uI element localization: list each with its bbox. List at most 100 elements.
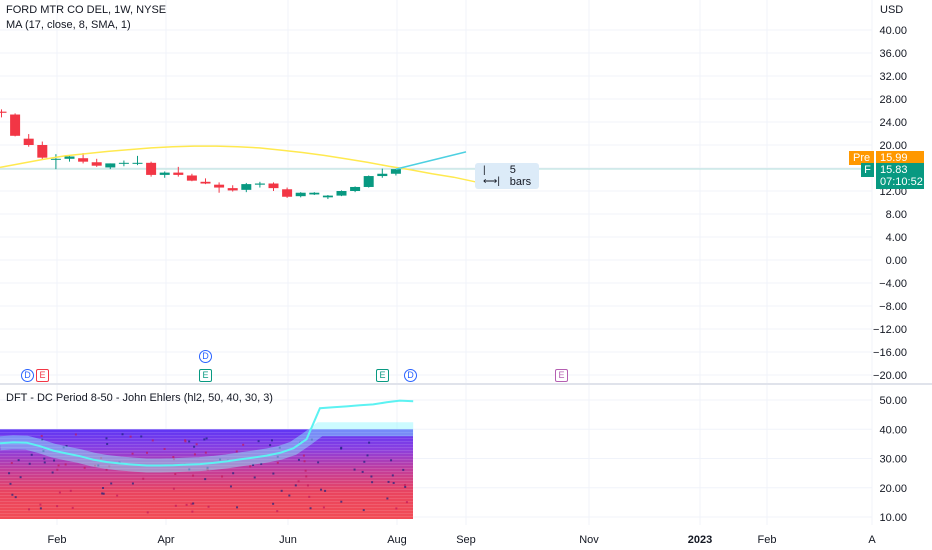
dividend-event-icon[interactable]: D <box>21 369 34 382</box>
heatmap-dot <box>368 441 371 444</box>
heatmap-dot <box>105 437 108 440</box>
heatmap-dot <box>65 445 68 448</box>
heatmap-dot <box>324 489 327 492</box>
measure-label: 5 bars <box>509 164 532 188</box>
dividend-event-icon[interactable]: D <box>404 369 417 382</box>
earnings-event-icon[interactable]: E <box>36 369 49 382</box>
heatmap-dot <box>205 437 208 440</box>
heatmap-dot <box>252 463 255 466</box>
heatmap-dot <box>28 508 31 511</box>
heatmap-dot <box>280 489 283 492</box>
heatmap-dot <box>249 465 252 468</box>
heatmap-dot <box>39 507 42 510</box>
candle-body <box>10 114 21 136</box>
heatmap-dot <box>303 460 306 463</box>
heatmap-dot <box>309 507 312 510</box>
heatmap-dot <box>304 469 307 472</box>
heatmap-dot <box>140 435 143 438</box>
heatmap-dot <box>105 468 108 471</box>
heatmap-dot <box>253 476 256 479</box>
pre-market-price[interactable]: 15.99 <box>876 151 924 165</box>
y-tick-label: 0.00 <box>886 255 907 267</box>
pre-market-label: Pre <box>849 151 874 165</box>
y-tick-label: 4.00 <box>886 232 907 244</box>
candle-body <box>0 111 7 113</box>
heatmap-dot <box>193 445 196 448</box>
heatmap-dot <box>62 446 65 449</box>
y-tick-label: 24.00 <box>879 117 907 129</box>
heatmap-dot <box>131 452 134 455</box>
heatmap-dot <box>10 462 13 465</box>
y-tick-label: 28.00 <box>879 94 907 106</box>
heatmap-dot <box>58 491 61 494</box>
earnings-event-icon[interactable]: E <box>376 369 389 382</box>
y-tick-label: 8.00 <box>886 209 907 221</box>
heatmap-dot <box>361 470 364 473</box>
y-tick-label: 50.00 <box>879 395 907 407</box>
last-price[interactable]: 15.83 <box>876 163 924 177</box>
heatmap-dot <box>236 506 239 509</box>
heatmap-dot <box>39 503 42 506</box>
x-tick-label: Feb <box>48 534 67 546</box>
dividend-event-icon[interactable]: D <box>199 350 212 363</box>
heatmap-dot <box>340 500 343 503</box>
heatmap-dot <box>108 465 111 468</box>
currency-label[interactable]: USD <box>880 4 904 16</box>
heatmap-dot <box>203 438 206 441</box>
heatmap-dot <box>94 464 97 467</box>
candle-body <box>363 176 374 187</box>
heatmap-dot <box>232 472 235 475</box>
heatmap-dot <box>221 475 224 478</box>
heatmap-dot <box>391 474 394 477</box>
x-tick-label: Apr <box>157 534 174 546</box>
heatmap-dot <box>235 450 238 453</box>
heatmap-dot <box>371 481 374 484</box>
candle-body <box>159 172 170 175</box>
heatmap-dot <box>129 435 132 438</box>
candle-body <box>37 145 48 158</box>
candle-body <box>23 138 34 145</box>
heatmap-dot <box>403 484 406 487</box>
candle-body <box>118 162 129 164</box>
heatmap-dot <box>219 458 222 461</box>
bars-measure-tool[interactable]: |⟷| 5 bars <box>475 163 539 189</box>
heatmap-dot <box>184 440 187 443</box>
symbol-title[interactable]: FORD MTR CO DEL, 1W, NYSE <box>6 4 167 16</box>
heatmap-dot <box>242 443 245 446</box>
candle-body <box>295 192 306 197</box>
heatmap-dot <box>366 454 369 457</box>
dft-legend[interactable]: DFT - DC Period 8-50 - John Ehlers (hl2,… <box>6 392 273 404</box>
earnings-event-icon[interactable]: E <box>199 369 212 382</box>
ma-legend[interactable]: MA (17, close, 8, SMA, 1) <box>6 19 131 31</box>
heatmap-dot <box>206 468 209 471</box>
heatmap-dot <box>188 440 191 443</box>
measure-icon: |⟷| <box>483 165 500 187</box>
heatmap-dot <box>206 466 209 469</box>
heatmap-dot <box>146 511 149 514</box>
heatmap-dot <box>322 506 325 509</box>
heatmap-dot <box>229 485 232 488</box>
heatmap-dot <box>192 502 195 505</box>
heatmap-dot <box>276 455 279 458</box>
heatmap-stripes <box>0 429 413 519</box>
earnings-event-icon[interactable]: E <box>555 369 568 382</box>
x-tick-label: Aug <box>387 534 407 546</box>
dft-heatmap <box>0 399 414 519</box>
heatmap-dot <box>142 477 145 480</box>
heatmap-dot <box>28 462 31 465</box>
heatmap-dot <box>305 475 308 478</box>
heatmap-dot <box>405 501 408 504</box>
heatmap-dot <box>69 489 72 492</box>
heatmap-dot <box>41 438 44 441</box>
heatmap-dot <box>257 440 260 443</box>
candle-body <box>268 183 279 189</box>
heatmap-dot <box>116 494 119 497</box>
heatmap-dot <box>56 468 59 471</box>
candle-body <box>146 162 157 175</box>
heatmap-dot <box>110 482 113 485</box>
candle-body <box>282 189 293 197</box>
heatmap-dot <box>74 433 77 436</box>
heatmap-dot <box>57 464 60 467</box>
heatmap-dot <box>174 504 177 507</box>
